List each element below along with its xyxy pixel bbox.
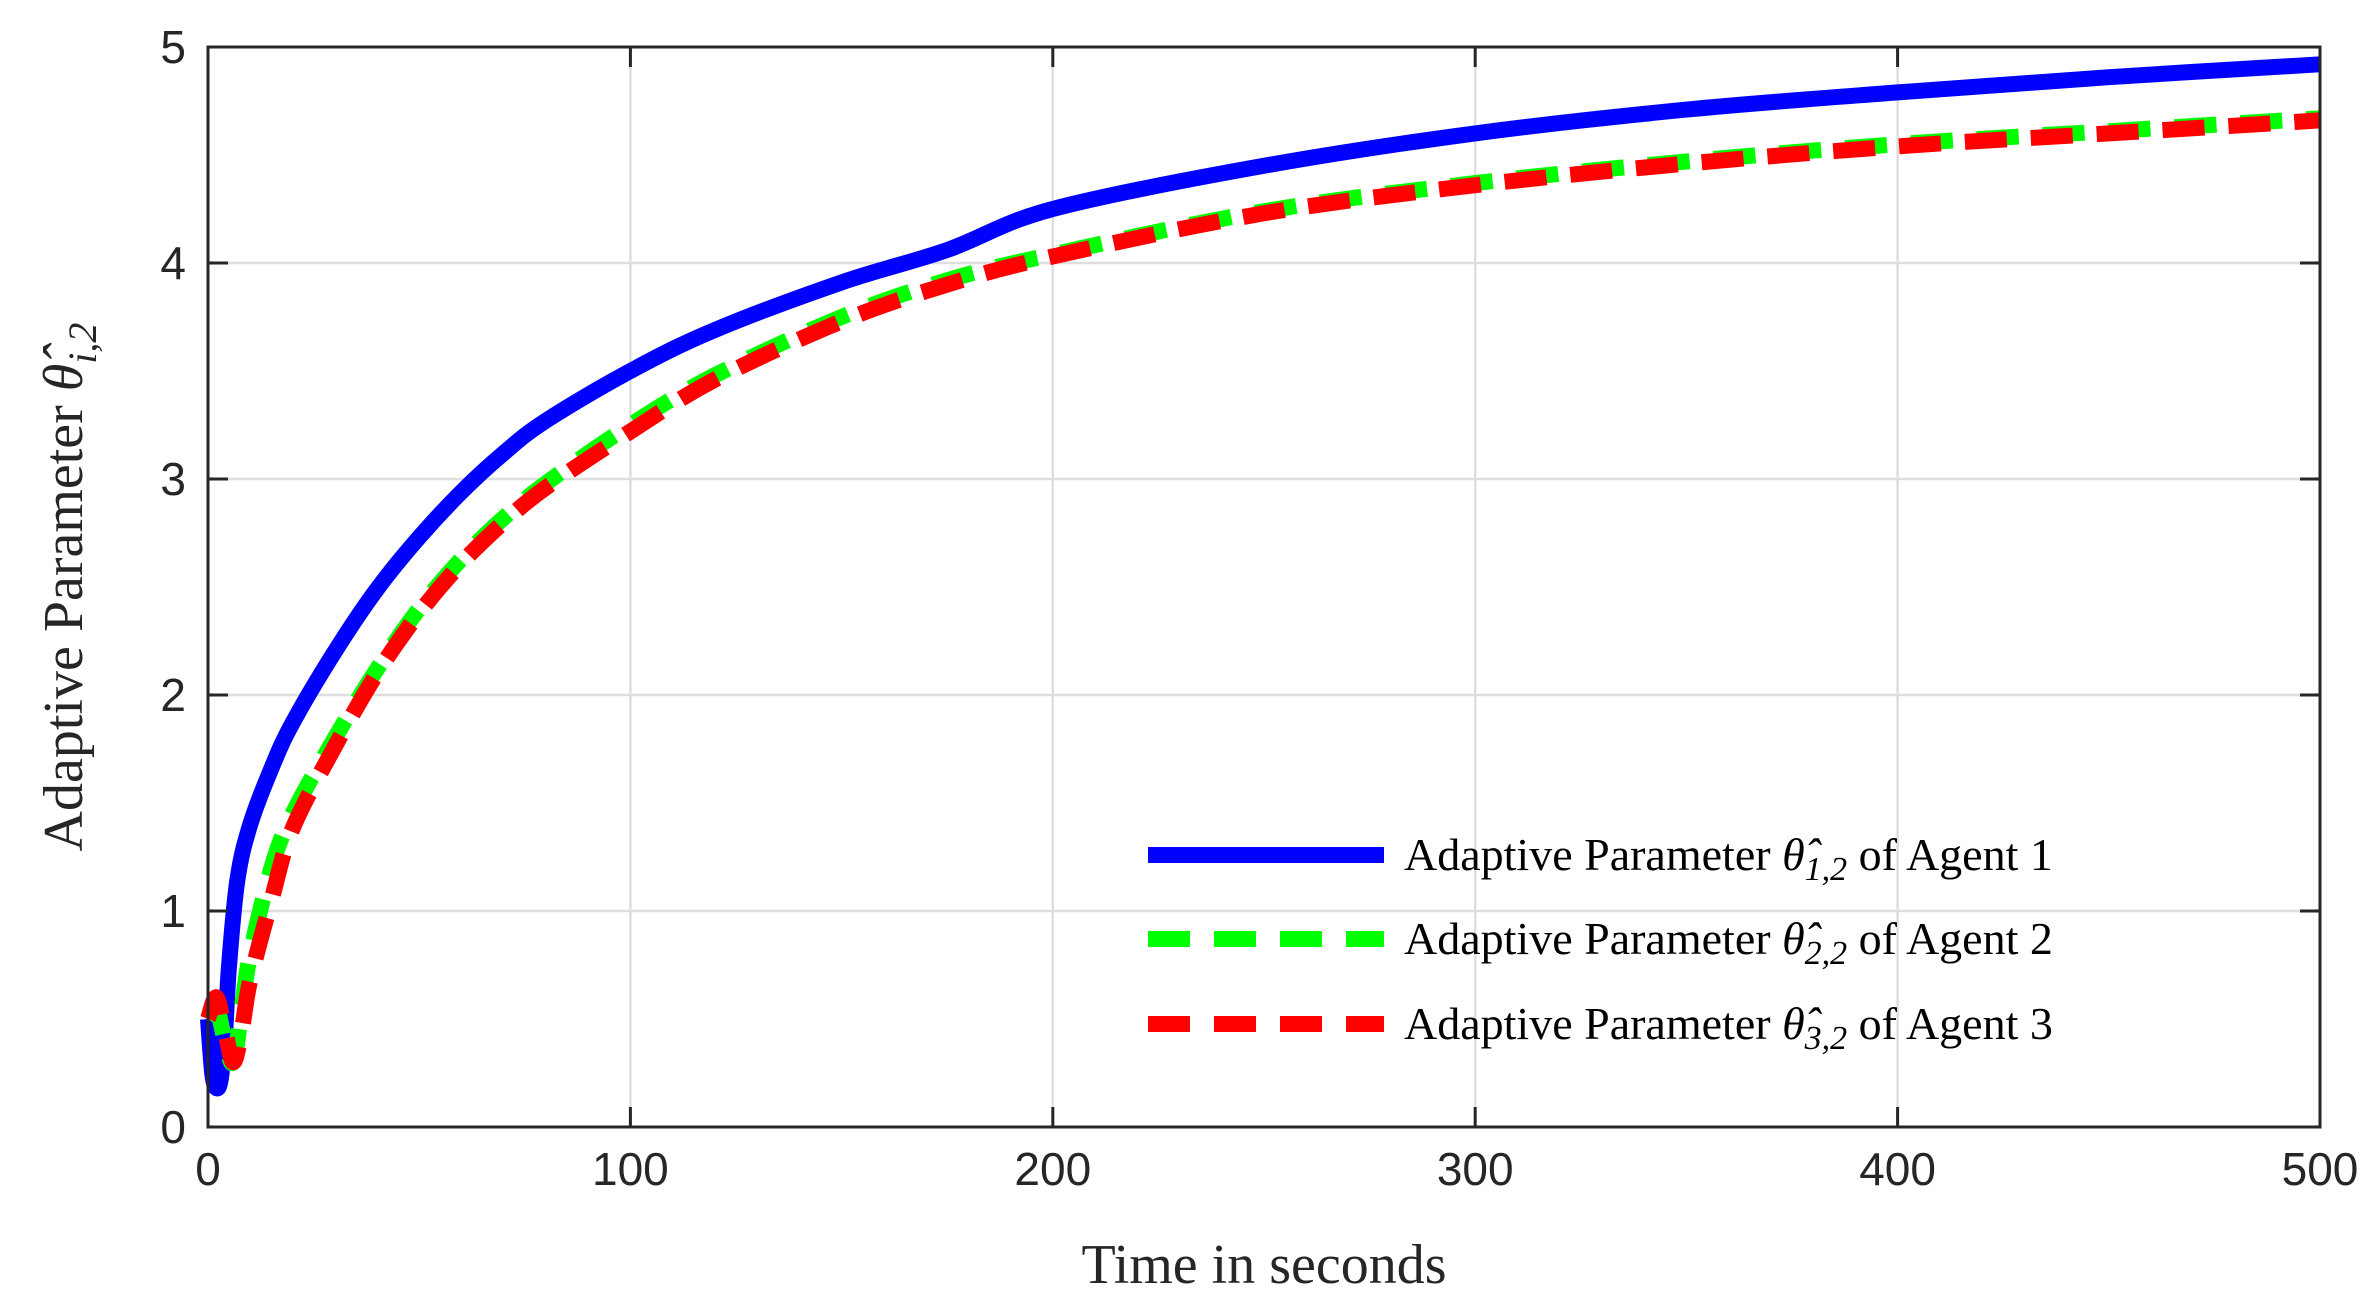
plot-frame (206, 45, 2322, 1129)
y-tick-label: 5 (160, 21, 186, 73)
x-tick-label: 200 (1014, 1143, 1091, 1195)
y-axis-label: Adaptive Parameter θ̂i,2 (33, 323, 105, 852)
plot-area (208, 47, 2320, 1127)
series-layer (200, 56, 2321, 1097)
x-axis-label: Time in seconds (1081, 1234, 1446, 1296)
x-tick-label: 300 (1437, 1143, 1514, 1195)
y-tick-label: 2 (160, 669, 186, 721)
x-tick-label: 400 (1859, 1143, 1936, 1195)
axis-ticks: 0 100 200 300 400 500 0 1 2 3 4 5 (160, 21, 2358, 1195)
legend-label-agent-3: Adaptive Parameter θ̂3,2 of Agent 3 (1404, 998, 2053, 1057)
series-line-agent-3 (200, 112, 2321, 1071)
y-tick-label: 1 (160, 885, 186, 937)
y-tick-label: 4 (160, 237, 186, 289)
legend: Adaptive Parameter θ̂1,2 of Agent 1 Adap… (1148, 829, 2053, 1057)
legend-label-agent-2: Adaptive Parameter θ̂2,2 of Agent 2 (1404, 913, 2053, 972)
x-tick-label: 100 (592, 1143, 669, 1195)
y-tick-label: 0 (160, 1101, 186, 1153)
y-axis-label-prefix: Adaptive Parameter (33, 391, 95, 851)
y-tick-label: 3 (160, 453, 186, 505)
y-axis-label-subscript: i,2 (60, 323, 105, 364)
series-line-agent-1 (200, 56, 2321, 1097)
x-tick-label: 0 (195, 1143, 221, 1195)
grid-lines (208, 47, 2320, 1127)
legend-label-agent-1: Adaptive Parameter θ̂1,2 of Agent 1 (1404, 829, 2053, 888)
x-tick-label: 500 (2282, 1143, 2359, 1195)
